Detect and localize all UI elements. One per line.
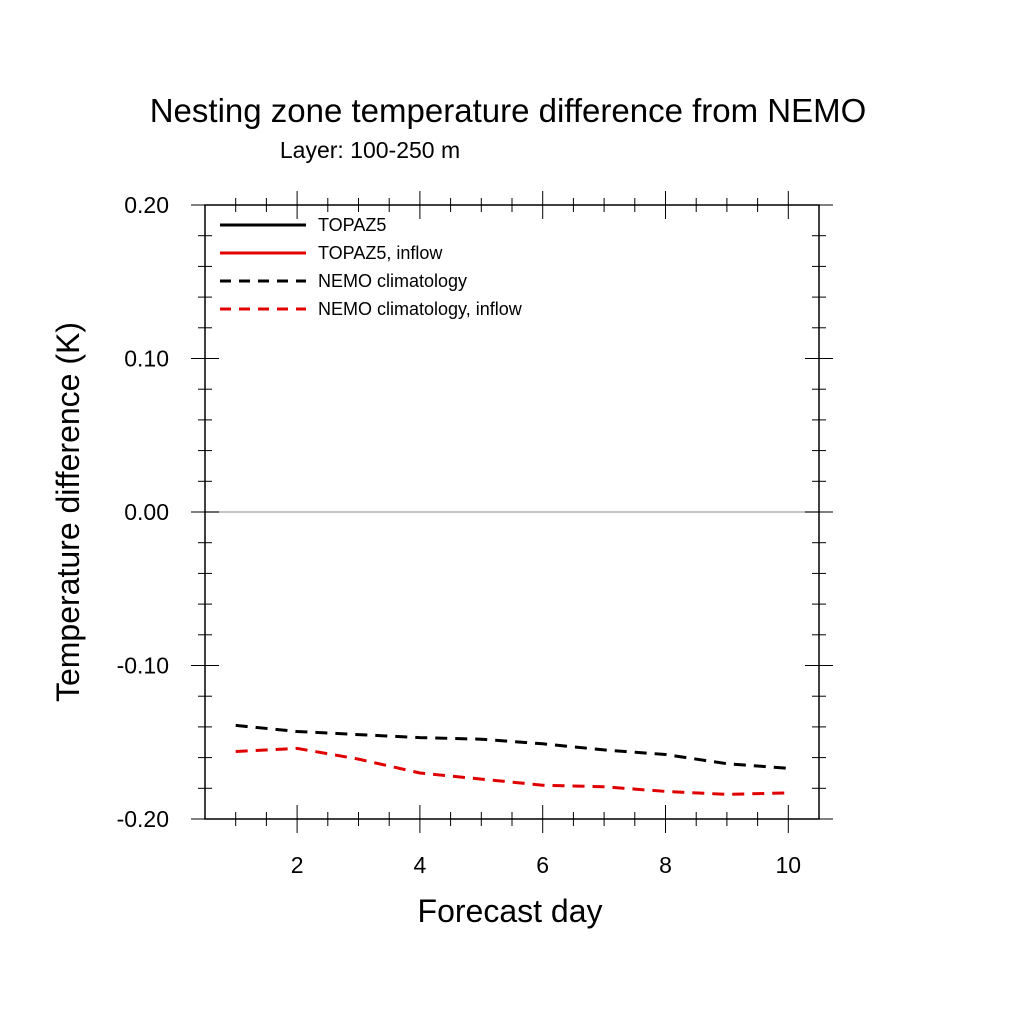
- y-tick-label: 0.00: [124, 499, 169, 525]
- plot-area: 2 4 6 8 10 -0.20 -0.10 0.00 0.10 0.20: [117, 191, 833, 878]
- legend-label: NEMO climatology: [318, 271, 467, 291]
- x-tick-label: 8: [659, 852, 672, 878]
- x-tick-label: 6: [536, 852, 549, 878]
- legend-label: TOPAZ5: [318, 215, 386, 235]
- x-axis-label: Forecast day: [418, 893, 603, 929]
- series-line-4: [235, 746, 789, 796]
- legend-label: TOPAZ5, inflow: [318, 243, 443, 263]
- y-tick-label: -0.10: [117, 653, 169, 679]
- y-tick-label: 0.20: [124, 192, 169, 218]
- series-line-3: [235, 723, 789, 770]
- legend: TOPAZ5 TOPAZ5, inflow NEMO climatology NEMO…: [220, 215, 523, 319]
- chart-title: Nesting zone temperature difference from…: [150, 92, 867, 129]
- legend-label: NEMO climatology, inflow: [318, 299, 523, 319]
- y-tick-label: -0.20: [117, 806, 169, 832]
- x-tick-label: 4: [414, 852, 427, 878]
- chart-subtitle: Layer: 100-250 m: [280, 137, 460, 163]
- y-tick-label: 0.10: [124, 346, 169, 372]
- x-tick-label: 10: [776, 852, 802, 878]
- x-tick-label: 2: [291, 852, 304, 878]
- y-axis-label: Temperature difference (K): [50, 322, 86, 702]
